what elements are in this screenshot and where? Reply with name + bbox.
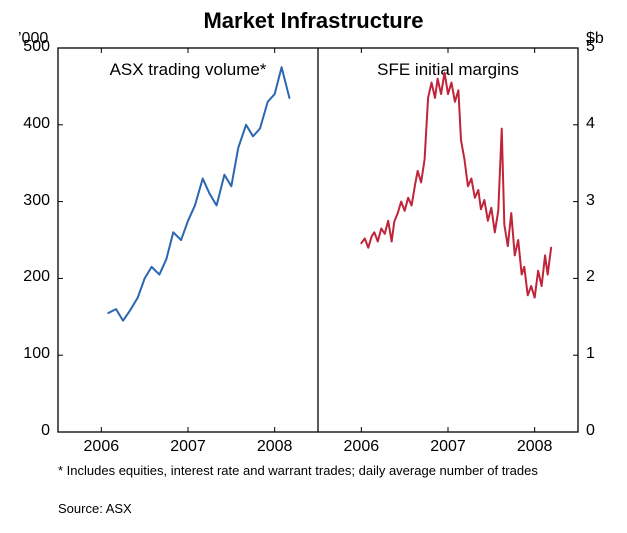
x-tick: 2008 [505, 438, 565, 456]
chart-footnote: * Includes equities, interest rate and w… [58, 462, 552, 480]
y-tick-right: 2 [586, 268, 595, 286]
chart-source: Source: ASX [58, 500, 132, 518]
x-tick: 2006 [71, 438, 131, 456]
y-tick-right: 5 [586, 38, 595, 56]
x-tick: 2007 [158, 438, 218, 456]
y-tick-left: 400 [0, 115, 50, 133]
x-tick: 2008 [245, 438, 305, 456]
y-tick-left: 300 [0, 192, 50, 210]
y-tick-left: 500 [0, 38, 50, 56]
x-tick: 2007 [418, 438, 478, 456]
y-tick-left: 100 [0, 345, 50, 363]
y-tick-left: 200 [0, 268, 50, 286]
y-tick-right: 4 [586, 115, 595, 133]
y-tick-right: 0 [586, 422, 595, 440]
y-tick-right: 3 [586, 192, 595, 210]
y-tick-left: 0 [0, 422, 50, 440]
x-tick: 2006 [331, 438, 391, 456]
y-tick-right: 1 [586, 345, 595, 363]
chart-container: Market Infrastructure ’000 $b ASX tradin… [0, 0, 627, 533]
